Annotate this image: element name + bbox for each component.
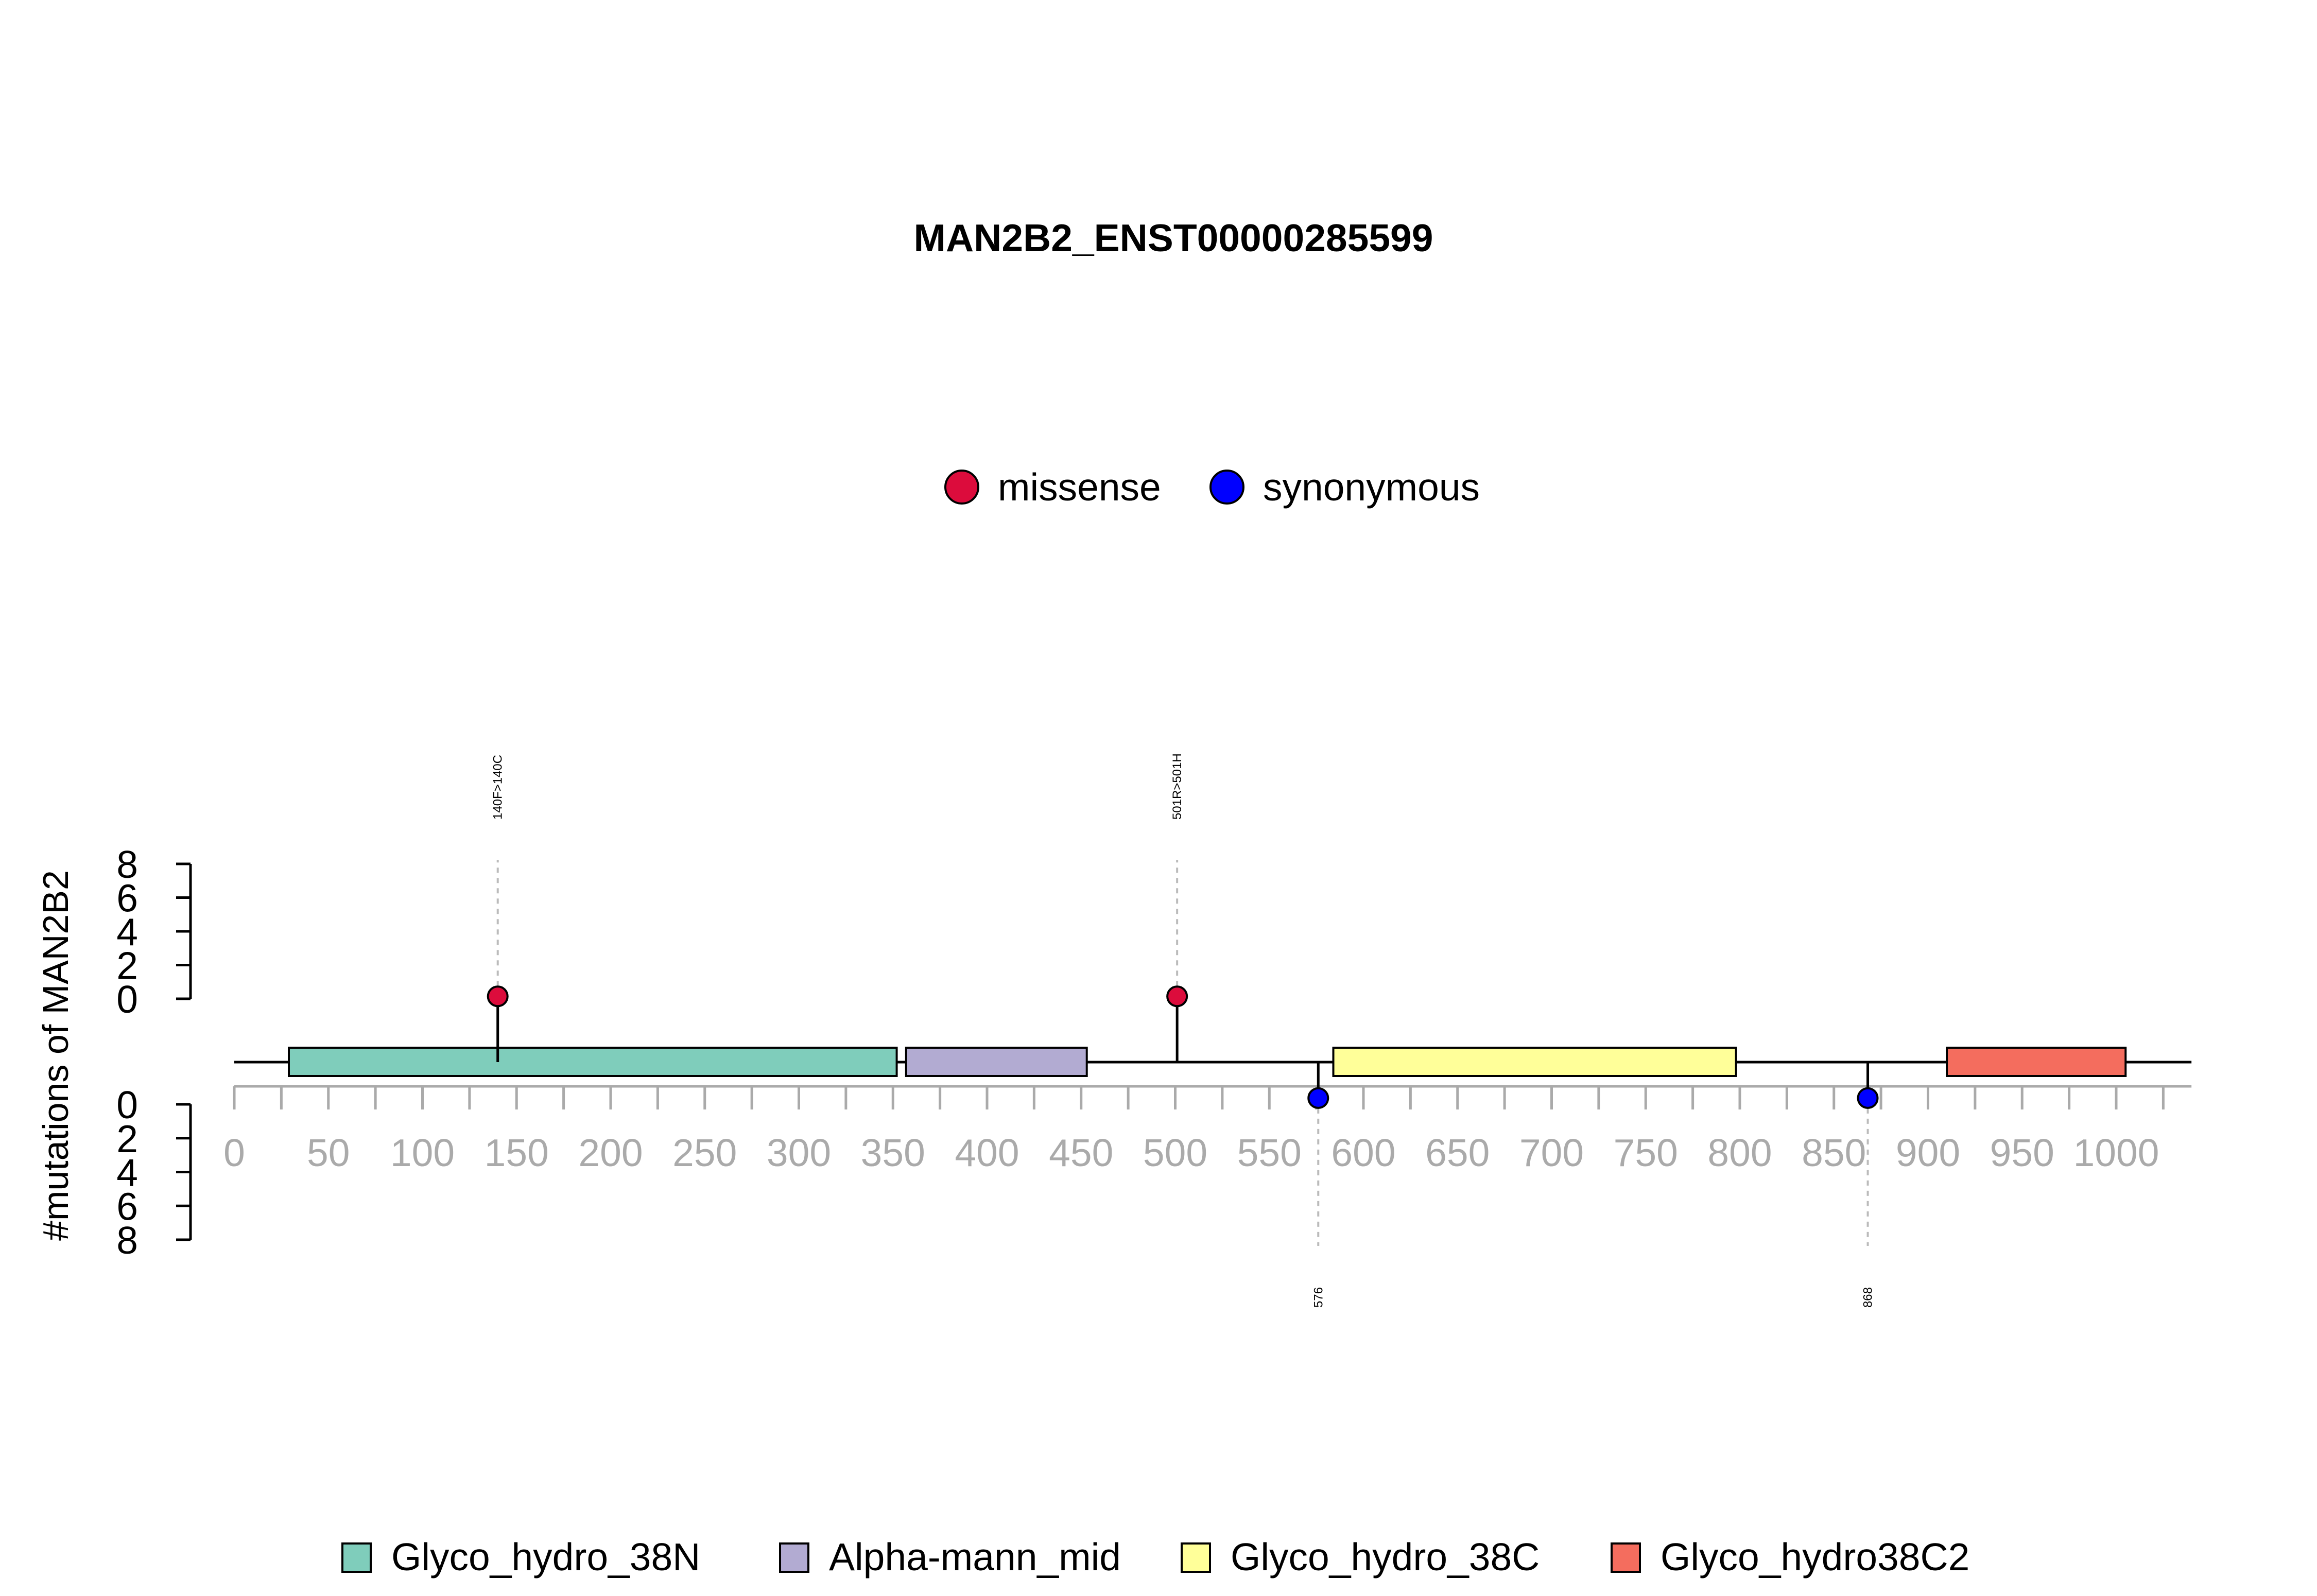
legend-label-Glyco_hydro_38C: Glyco_hydro_38C	[1231, 1535, 1540, 1578]
legend-label-Alpha-mann_mid: Alpha-mann_mid	[829, 1535, 1121, 1578]
legend-label-synonymous: synonymous	[1263, 465, 1480, 509]
mutation-label: 576	[1311, 1287, 1325, 1308]
domain-Glyco_hydro_38C	[1332, 1047, 1737, 1077]
lollipop-head-missense	[1166, 985, 1188, 1008]
y-bottom-tick-label: 2	[116, 1117, 138, 1160]
legend-swatch-Glyco_hydro38C2	[1611, 1542, 1641, 1573]
y-top-tick-label: 0	[116, 978, 138, 1021]
y-top-tick-label: 8	[116, 843, 138, 886]
y-axis-label: #mutations of MAN2B2	[36, 870, 76, 1241]
y-top-tick-label: 6	[116, 877, 138, 920]
y-axis-label-group: #mutations of MAN2B2	[36, 870, 76, 1241]
y-bottom-tick-label: 4	[116, 1151, 138, 1194]
x-tick-label: 450	[1049, 1131, 1113, 1174]
x-tick-label: 850	[1802, 1131, 1866, 1174]
y-bottom-tick-label: 8	[116, 1219, 138, 1262]
x-tick-label: 550	[1237, 1131, 1302, 1174]
mutation-lollipops: 140F>140C 501R>501H 576 868	[487, 753, 1879, 1308]
x-tick-label: 1000	[2073, 1131, 2159, 1174]
x-tick-label: 400	[955, 1131, 1019, 1174]
x-tick-label: 300	[767, 1131, 831, 1174]
x-tick-label: 100	[390, 1131, 455, 1174]
domain-Glyco_hydro38C2	[1946, 1047, 2127, 1077]
x-tick-label: 250	[672, 1131, 737, 1174]
x-tick-label: 50	[307, 1131, 350, 1174]
legend-dot-synonymous	[1209, 470, 1244, 505]
x-tick-label: 150	[485, 1131, 549, 1174]
legend-swatch-Glyco_hydro_38N	[341, 1542, 372, 1573]
lollipop-head-missense	[487, 985, 509, 1008]
chart-title: MAN2B2_ENST00000285599	[914, 216, 1433, 259]
x-tick-label: 750	[1614, 1131, 1678, 1174]
x-tick-label: 600	[1331, 1131, 1395, 1174]
mutation-label: 140F>140C	[491, 755, 505, 820]
legend-label-Glyco_hydro38C2: Glyco_hydro38C2	[1661, 1535, 1969, 1578]
x-tick-label: 700	[1519, 1131, 1584, 1174]
y-bottom-tick-label: 0	[116, 1083, 138, 1126]
x-tick-label: 950	[1990, 1131, 2054, 1174]
y-bottom-tick-label: 6	[116, 1185, 138, 1228]
mutation-legend: missense synonymous	[944, 465, 1480, 509]
x-axis: 0 50 100 150 200 250 300 350 400 450 500 550 600 650 7…	[223, 1085, 2192, 1174]
legend-label-Glyco_hydro_38N: Glyco_hydro_38N	[391, 1535, 700, 1578]
x-tick-label: 900	[1896, 1131, 1960, 1174]
x-tick-label: 200	[578, 1131, 643, 1174]
domain-Glyco_hydro_38N	[287, 1047, 898, 1077]
protein-domains	[287, 1047, 2127, 1077]
y-top-tick-label: 4	[116, 910, 138, 953]
lollipop-head-synonymous	[1857, 1087, 1879, 1109]
x-tick-label: 500	[1143, 1131, 1207, 1174]
x-tick-label: 800	[1707, 1131, 1772, 1174]
legend-label-missense: missense	[998, 465, 1161, 509]
legend-swatch-Glyco_hydro_38C	[1181, 1542, 1211, 1573]
domain-legend: Glyco_hydro_38N Alpha-mann_mid Glyco_hydro…	[341, 1535, 1969, 1578]
x-tick-label: 0	[223, 1131, 245, 1174]
x-tick-label: 650	[1425, 1131, 1490, 1174]
y-top-tick-label: 2	[116, 944, 138, 987]
legend-dot-missense	[944, 470, 979, 505]
mutation-label: 501R>501H	[1170, 753, 1184, 820]
mutation-label: 868	[1861, 1287, 1875, 1308]
legend-swatch-Alpha-mann_mid	[779, 1542, 809, 1573]
lollipop-head-synonymous	[1307, 1087, 1329, 1109]
domain-Alpha-mann_mid	[905, 1047, 1088, 1077]
x-tick-label: 350	[861, 1131, 925, 1174]
